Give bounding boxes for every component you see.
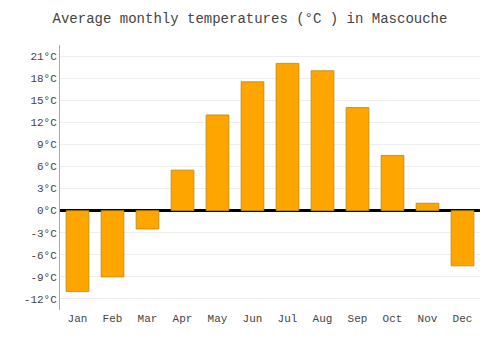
svg-text:21°C: 21°C [30,51,57,63]
svg-text:Oct: Oct [383,313,403,325]
svg-text:-6°C: -6°C [30,250,57,262]
svg-text:0°C: 0°C [37,205,57,217]
svg-text:Sep: Sep [348,313,368,325]
svg-text:3°C: 3°C [37,183,57,195]
svg-text:Mar: Mar [138,313,158,325]
svg-text:-3°C: -3°C [30,228,57,240]
svg-text:Dec: Dec [453,313,473,325]
svg-text:18°C: 18°C [30,73,57,85]
svg-text:12°C: 12°C [30,117,57,129]
svg-text:6°C: 6°C [37,161,57,173]
svg-text:Nov: Nov [418,313,438,325]
svg-text:-9°C: -9°C [30,272,57,284]
svg-text:-12°C: -12°C [24,294,57,306]
svg-text:Average monthly temperatures (: Average monthly temperatures (°C ) in Ma… [53,11,448,27]
svg-text:9°C: 9°C [37,139,57,151]
svg-text:Apr: Apr [173,313,193,325]
svg-text:May: May [208,313,228,325]
svg-text:Jul: Jul [278,313,298,325]
svg-text:Feb: Feb [103,313,123,325]
svg-text:15°C: 15°C [30,95,57,107]
svg-text:Jan: Jan [68,313,88,325]
svg-text:Aug: Aug [313,313,333,325]
svg-text:Jun: Jun [243,313,263,325]
